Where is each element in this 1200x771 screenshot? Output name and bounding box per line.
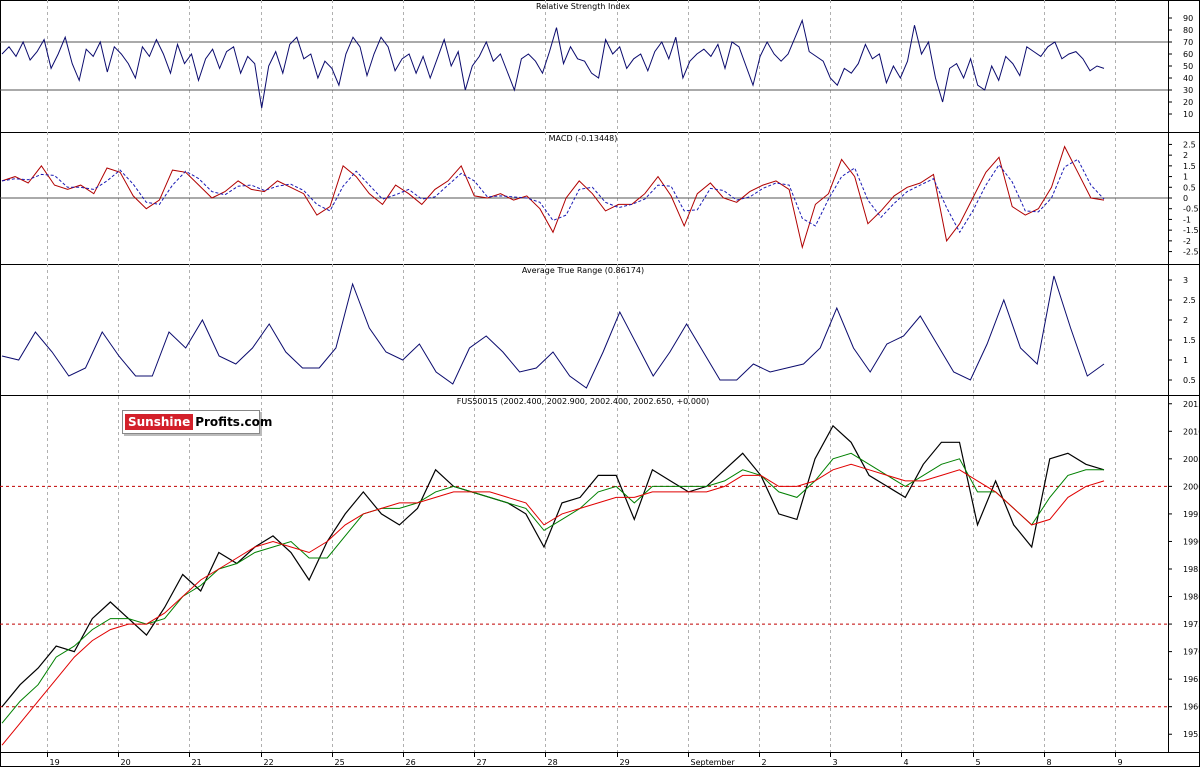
series-line-0 xyxy=(1,275,1105,389)
price-panel-title: FUS50015 (2002.400, 2002.900, 2002.400, … xyxy=(457,397,709,406)
y-tick-label: 1965 xyxy=(1183,675,1200,684)
y-tick-label: 1960 xyxy=(1183,703,1200,712)
x-tick-label: 21 xyxy=(192,758,202,767)
x-tick-label: 27 xyxy=(477,758,487,767)
y-tick-label: 1.5 xyxy=(1183,336,1196,345)
x-tick-label: 5 xyxy=(976,758,981,767)
y-tick-label: 20 xyxy=(1183,98,1193,107)
panel-3: 1955 1960 1965 1970 1975 1980 1985 1990 1995 2000… xyxy=(0,400,1200,746)
series-line-0 xyxy=(1,145,1105,250)
y-tick-label: 1985 xyxy=(1183,565,1200,574)
logo-part-profits: Profits.com xyxy=(195,415,273,429)
y-tick-label: 2.5 xyxy=(1183,296,1196,305)
y-tick-label: -1.5 xyxy=(1183,226,1199,235)
y-tick-label: 0.5 xyxy=(1183,376,1196,385)
y-tick-label: 10 xyxy=(1183,110,1193,119)
y-tick-label: -1 xyxy=(1183,215,1191,224)
macd-panel-title: MACD (-0.13448) xyxy=(549,134,618,143)
logo-part-sunshine: Sunshine xyxy=(125,414,194,430)
y-tick-label: 70 xyxy=(1183,38,1193,47)
series-line-0 xyxy=(1,18,1105,109)
x-tick-label: 26 xyxy=(406,758,416,767)
y-tick-label: 1995 xyxy=(1183,510,1200,519)
x-tick-label: 2 xyxy=(762,758,767,767)
series-line-2 xyxy=(1,463,1105,746)
x-tick-label: 8 xyxy=(1047,758,1052,767)
x-tick-label: 3 xyxy=(833,758,838,767)
y-tick-label: 30 xyxy=(1183,86,1193,95)
y-tick-label: 50 xyxy=(1183,62,1193,71)
x-tick-label: 19 xyxy=(50,758,60,767)
x-tick-label: September xyxy=(691,758,736,767)
y-tick-label: 90 xyxy=(1183,14,1193,23)
y-tick-label: 1 xyxy=(1183,173,1188,182)
y-tick-label: 0 xyxy=(1183,194,1188,203)
x-tick-label: 4 xyxy=(904,758,909,767)
sunshine-profits-logo: Sunshine Profits.com xyxy=(122,410,272,434)
y-tick-label: 2.5 xyxy=(1183,140,1196,149)
x-tick-label: 9 xyxy=(1118,758,1123,767)
y-tick-label: 1 xyxy=(1183,356,1188,365)
y-tick-label: 2 xyxy=(1183,316,1188,325)
y-tick-label: 60 xyxy=(1183,50,1193,59)
y-tick-label: 3 xyxy=(1183,276,1188,285)
y-tick-label: 2015 xyxy=(1183,400,1200,409)
atr-panel-title: Average True Range (0.86174) xyxy=(522,266,644,275)
series-line-0 xyxy=(1,424,1105,708)
x-tick-label: 29 xyxy=(620,758,630,767)
rsi-panel-title: Relative Strength Index xyxy=(536,2,630,11)
y-tick-label: 2 xyxy=(1183,151,1188,160)
y-tick-label: 1990 xyxy=(1183,537,1200,546)
y-tick-label: -0.5 xyxy=(1183,205,1199,214)
panel-1: -2.5 -2 -1.5 -1-0.5 0 0.51 1.5 2 2.5 xyxy=(0,140,1199,257)
x-tick-label: 25 xyxy=(335,758,345,767)
y-tick-label: 1975 xyxy=(1183,620,1200,629)
y-tick-label: 2010 xyxy=(1183,427,1200,436)
y-tick-label: 1.5 xyxy=(1183,162,1196,171)
y-tick-label: 1955 xyxy=(1183,730,1200,739)
panel-layer: 102030405060708090-2.5-2-1.5-1-0.500.511… xyxy=(0,14,1200,746)
macd-signal-line xyxy=(1,158,1105,234)
y-tick-label: -2.5 xyxy=(1183,248,1199,257)
series-line-1 xyxy=(1,452,1104,724)
y-tick-label: 2005 xyxy=(1183,455,1200,464)
y-tick-label: 2000 xyxy=(1183,482,1200,491)
panel-2: 0.5 1 1.5 2 2.5 3 xyxy=(1,275,1196,389)
y-tick-label: 1970 xyxy=(1183,648,1200,657)
panel-0: 10 20 30 40 50 60 70 80 90 xyxy=(0,14,1193,119)
x-tick-label: 20 xyxy=(121,758,131,767)
x-tick-label: 22 xyxy=(264,758,274,767)
y-tick-label: 80 xyxy=(1183,26,1193,35)
y-tick-label: 0.5 xyxy=(1183,183,1196,192)
x-tick-label: 28 xyxy=(548,758,558,767)
y-tick-label: 1980 xyxy=(1183,593,1200,602)
y-tick-label: -2 xyxy=(1183,237,1191,246)
y-tick-label: 40 xyxy=(1183,74,1193,83)
